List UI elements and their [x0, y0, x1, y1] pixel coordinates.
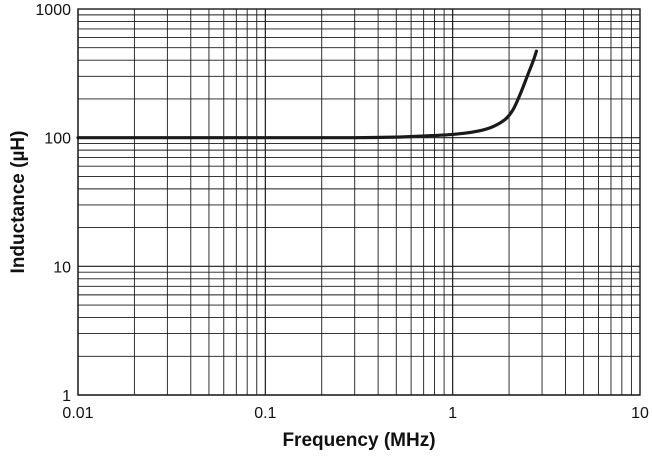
y-axis-title: Inductance (µH) [8, 131, 29, 274]
y-tick-label: 10 [53, 259, 71, 276]
x-tick-label: 0.1 [254, 405, 276, 422]
x-tick-label: 0.01 [62, 405, 93, 422]
y-tick-label: 100 [44, 131, 71, 148]
x-tick-label: 1 [448, 405, 457, 422]
x-axis-title: Frequency (MHz) [282, 430, 435, 451]
y-tick-label: 1000 [35, 2, 71, 19]
plot-area-frame [77, 8, 641, 396]
tick-labels: 0.01 0.1 1 10 1 10 100 1000 [35, 2, 649, 422]
x-tick-label: 10 [631, 405, 649, 422]
y-tick-label: 1 [62, 388, 71, 405]
grid-lines [77, 9, 640, 396]
inductance-curve [76, 49, 539, 140]
